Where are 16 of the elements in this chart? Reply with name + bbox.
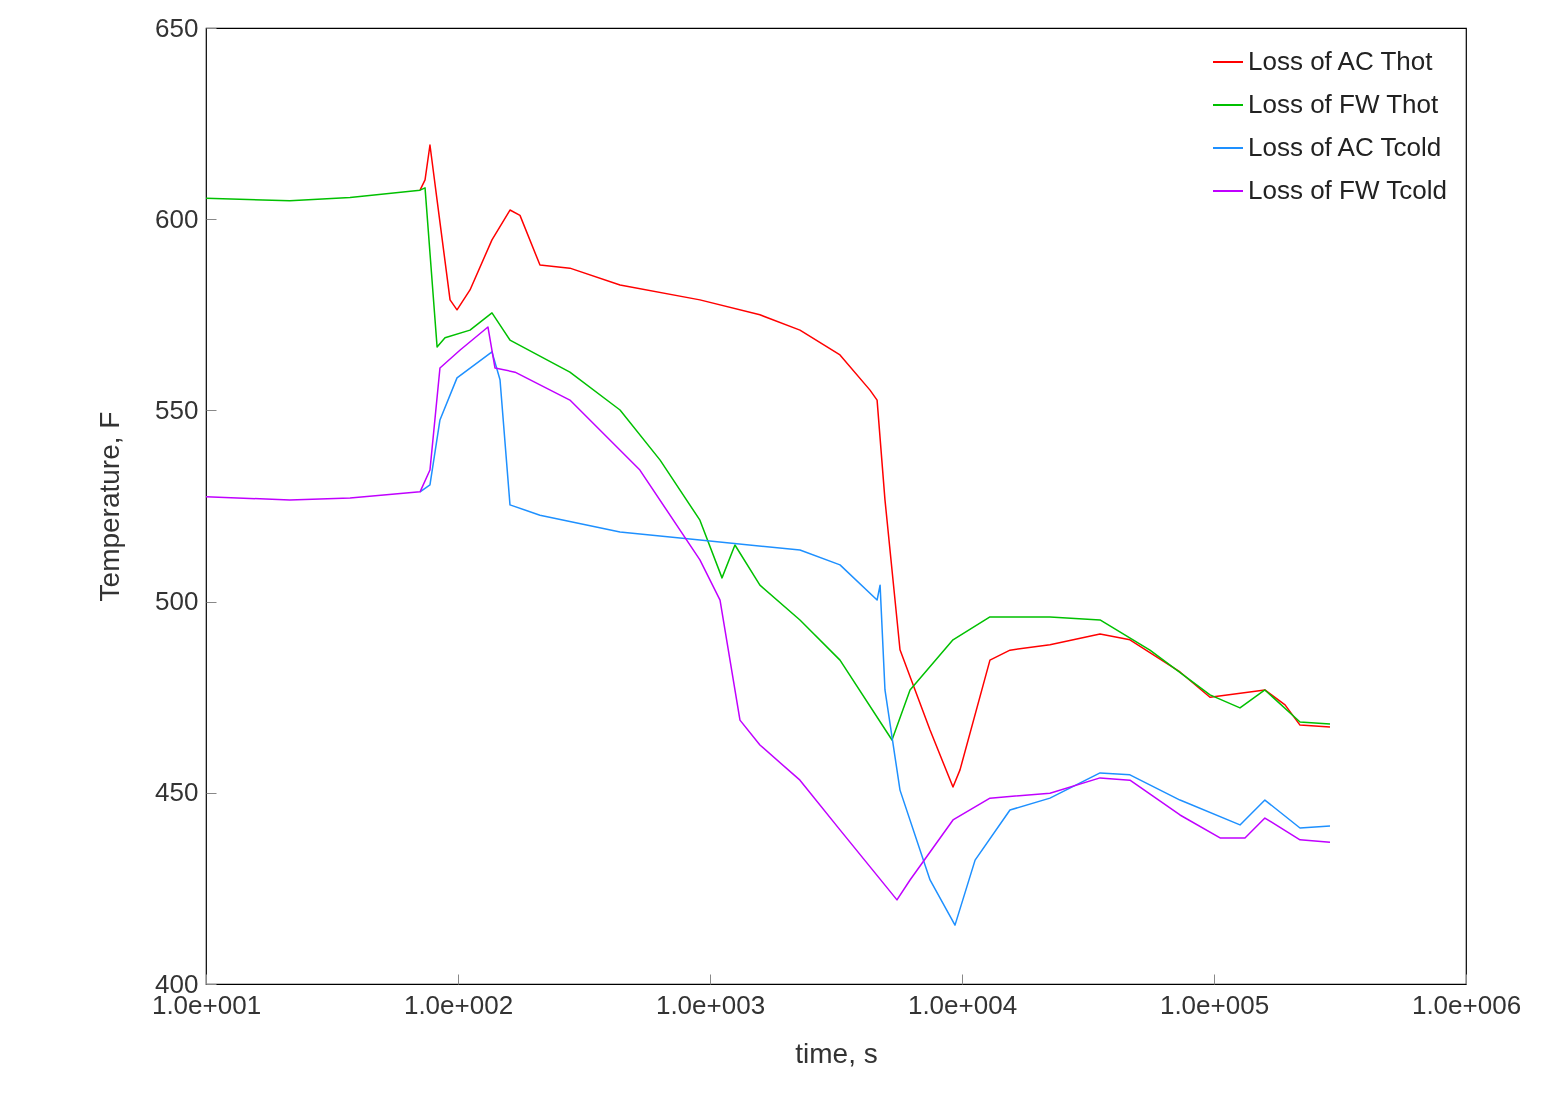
x-tick-label: 1.0e+004 (907, 989, 1018, 1020)
y-tick-label: 550 (155, 394, 199, 425)
y-tick-label: 600 (155, 203, 199, 234)
x-axis-title: time, s (795, 1037, 878, 1069)
legend-label: Loss of AC Tcold (1248, 132, 1442, 162)
y-axis-title: Temperature, F (94, 411, 126, 602)
y-tick-label: 650 (155, 12, 199, 43)
y-tick-label: 450 (155, 777, 199, 808)
legend-label: Loss of FW Thot (1248, 89, 1440, 119)
x-tick-label: 1.0e+005 (1159, 989, 1270, 1020)
x-tick-label: 1.0e+003 (655, 989, 766, 1020)
legend-label: Loss of AC Thot (1248, 46, 1434, 76)
legend-label: Loss of FW Tcold (1248, 175, 1447, 205)
x-tick-label: 1.0e+002 (403, 989, 514, 1020)
y-tick-label: 500 (155, 586, 199, 617)
x-tick-label: 1.0e+006 (1411, 989, 1522, 1020)
